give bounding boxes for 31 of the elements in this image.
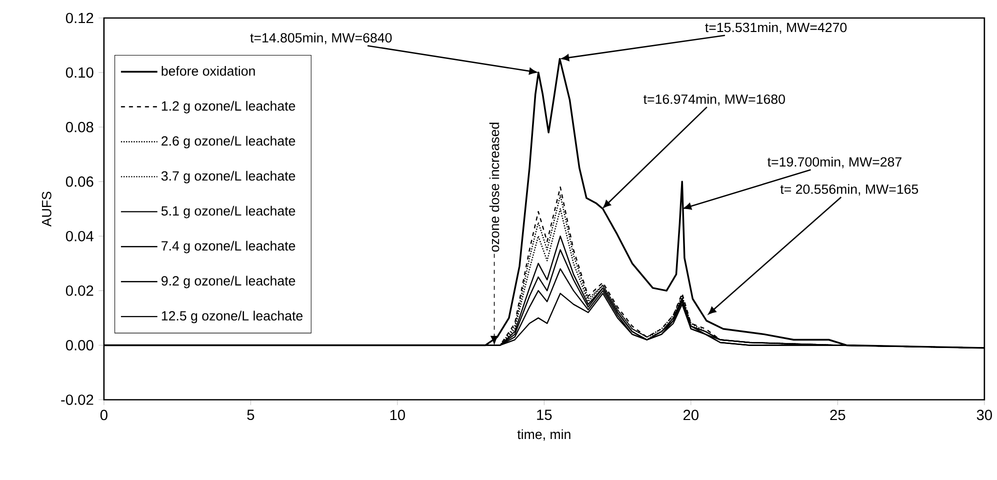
x-axis-title: time, min bbox=[517, 429, 570, 441]
x-tick-label: 10 bbox=[390, 410, 405, 420]
annotation: t=16.974min, MW=1680 bbox=[643, 94, 785, 106]
x-tick-label: 20 bbox=[683, 410, 698, 420]
y-tick-label: 0.02 bbox=[66, 286, 94, 296]
y-tick-label: 0.12 bbox=[66, 12, 94, 24]
legend-label: 5.1 g ozone/L leachate bbox=[161, 206, 296, 218]
y-tick-label: 0.04 bbox=[66, 231, 94, 242]
annotation: t=14.805min, MW=6840 bbox=[250, 32, 392, 44]
legend-label: 1.2 g ozone/L leachate bbox=[162, 101, 296, 114]
y-tick-label: 0.06 bbox=[66, 176, 94, 187]
legend-label: 3.7 g ozone/L leachate bbox=[161, 171, 296, 184]
annotation: ozone dose increased bbox=[489, 122, 500, 252]
annotation: t= 20.556min, MW=165 bbox=[780, 184, 918, 196]
x-tick-label: 5 bbox=[247, 410, 254, 420]
legend-label: before oxidation bbox=[162, 66, 255, 76]
annotation: t=15.531min, MW=4270 bbox=[705, 22, 847, 34]
y-tick-label: 0.10 bbox=[66, 67, 94, 78]
y-tick-label: 0.08 bbox=[66, 122, 94, 132]
legend-label: 12.5 g ozone/L leachate bbox=[162, 310, 303, 324]
x-tick-label: 15 bbox=[537, 410, 552, 420]
legend-label: 2.6 g ozone/L leachate bbox=[162, 136, 296, 148]
legend-label: 7.4 g ozone/L leachate bbox=[162, 240, 296, 254]
y-tick-label: 0.00 bbox=[66, 340, 94, 351]
x-tick-label: 30 bbox=[976, 410, 992, 420]
y-axis-title: AUFS bbox=[42, 192, 52, 227]
x-tick-label: 0 bbox=[100, 410, 108, 420]
x-tick-label: 25 bbox=[830, 410, 846, 420]
y-tick-label: -0.02 bbox=[61, 394, 94, 406]
annotation: t=19.700min, MW=287 bbox=[768, 156, 902, 168]
legend-label: 9.2 g ozone/L leachate bbox=[162, 276, 296, 288]
